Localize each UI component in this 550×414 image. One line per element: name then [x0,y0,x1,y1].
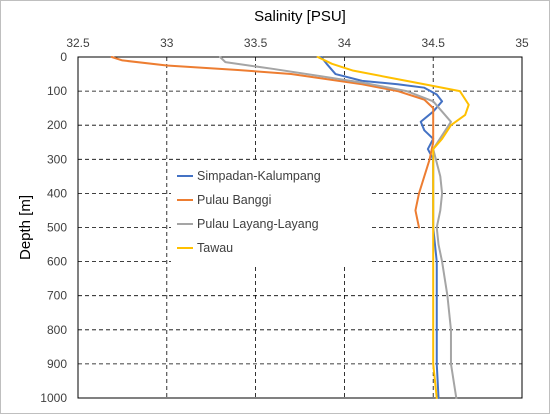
y-tick-label-600: 600 [47,255,67,269]
x-tick-label-34: 34 [338,36,352,50]
series-line-1 [110,56,435,229]
x-tick-label-35: 35 [515,36,529,50]
y-tick-label-1000: 1000 [40,391,67,405]
x-tick-label-33: 33 [160,36,174,50]
y-tick-label-300: 300 [47,152,67,166]
legend-label-1: Pulau Banggi [197,193,271,207]
y-tick-label-900: 900 [47,357,67,371]
legend-label-3: Tawau [197,241,233,255]
x-tick-label-33.5: 33.5 [244,36,268,50]
legend-box [171,162,369,264]
x-tick-label-34.5: 34.5 [422,36,446,50]
y-tick-label-400: 400 [47,186,67,200]
y-tick-label-100: 100 [47,84,67,98]
y-tick-label-700: 700 [47,289,67,303]
series-line-0 [320,56,444,399]
chart-title: Salinity [PSU] [254,8,346,25]
plot-border [77,56,523,399]
y-tick-label-200: 200 [47,118,67,132]
series-line-2 [219,56,458,399]
y-tick-label-0: 0 [60,50,67,64]
y-tick-label-800: 800 [47,323,67,337]
series-line-3 [316,56,470,399]
legend-label-2: Pulau Layang-Layang [197,217,319,231]
x-tick-label-32.5: 32.5 [66,36,90,50]
y-axis-title: Depth [m] [17,195,34,260]
y-tick-label-500: 500 [47,221,67,235]
legend-label-0: Simpadan-Kalumpang [197,169,321,183]
